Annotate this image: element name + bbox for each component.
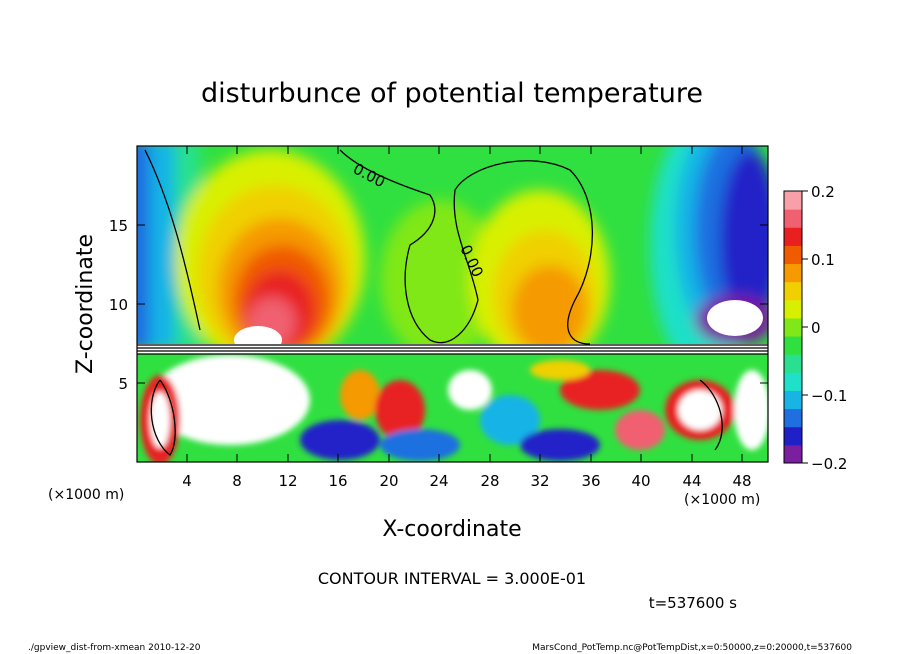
contour-interval-text: CONTOUR INTERVAL = 3.000E-01 [318,569,586,588]
colorbar-swatch [784,408,802,428]
x-tick-label: 4 [182,472,192,490]
x-tick-label: 36 [581,472,600,490]
colorbar-ticks [802,190,808,464]
colorbar-swatch [784,299,802,319]
x-tick-label: 48 [732,472,751,490]
colorbar-swatch [784,245,802,265]
x-unit-left: (×1000 m) [48,487,124,503]
colorbar-swatch [784,372,802,391]
footer-left: ./gpview_dist-from-xmean 2010-12-20 [28,643,201,653]
x-unit-right: (×1000 m) [684,492,760,508]
colorbar-tick-label: 0.2 [811,183,835,201]
time-text: t=537600 s [649,594,737,612]
x-axis-label: X-coordinate [382,517,521,542]
x-tick-label: 40 [631,472,650,490]
footer-right: MarsCond_PotTemp.nc@PotTempDist,x=0:5000… [532,643,852,653]
x-tick-labels: 4 8 12 16 20 24 28 32 36 40 44 48 [182,472,751,490]
y-axis-label: Z-coordinate [73,234,98,374]
x-tick-label: 28 [480,472,499,490]
y-tick-labels: 5 10 15 [109,217,128,393]
x-axis-ticks [186,146,743,462]
colorbar-tick-label: 0.1 [811,251,835,269]
y-tick-label: 10 [109,296,128,314]
x-tick-label: 24 [429,472,448,490]
colorbar-swatch [784,444,802,464]
colorbar-swatch [784,390,802,410]
y-axis-ticks [137,224,768,384]
colorbar-swatch [784,227,802,246]
x-tick-label: 12 [278,472,297,490]
x-tick-label: 32 [530,472,549,490]
colorbar-tick-label: −0.2 [811,455,847,473]
colorbar-swatch [784,354,802,373]
colorbar [784,191,802,464]
heatmap-field [137,146,768,462]
colorbar-swatch [784,426,802,446]
y-tick-label: 5 [118,375,128,393]
colorbar-tick-label: 0 [811,319,821,337]
colorbar-swatch [784,317,802,337]
colorbar-tick-labels: 0.2 0.1 0 −0.1 −0.2 [811,183,847,473]
colorbar-swatch [784,209,802,228]
colorbar-tick-label: −0.1 [811,387,847,405]
colorbar-swatch [784,191,802,210]
x-tick-label: 44 [682,472,701,490]
x-tick-label: 8 [232,472,242,490]
x-tick-label: 16 [328,472,347,490]
colorbar-swatch [784,336,802,355]
colorbar-swatch [784,263,802,283]
x-tick-label: 20 [379,472,398,490]
chart-title: disturbunce of potential temperature [201,78,703,109]
colorbar-swatch [784,281,802,301]
y-tick-label: 15 [109,217,128,235]
